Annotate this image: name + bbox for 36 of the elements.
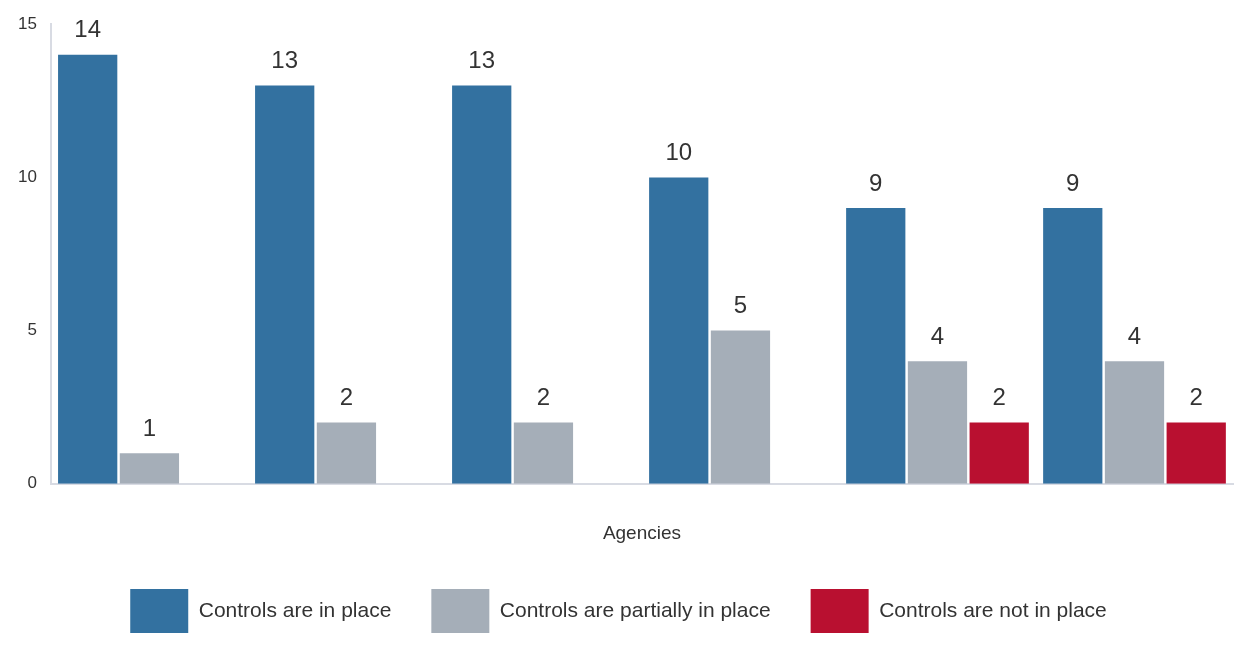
data-label: 2 (992, 383, 1006, 411)
y-tick-label: 5 (27, 320, 37, 340)
data-label: 4 (1127, 321, 1142, 349)
data-label: 9 (869, 168, 883, 196)
bar (452, 85, 512, 484)
data-label: 4 (930, 321, 945, 349)
data-label: 9 (1066, 168, 1080, 196)
bar (316, 422, 377, 484)
data-label: 2 (536, 383, 551, 411)
bar (710, 330, 771, 484)
bar (255, 85, 315, 484)
bar (119, 453, 180, 484)
y-tick-label: 0 (27, 473, 37, 493)
data-label: 2 (339, 383, 354, 411)
bar (58, 54, 118, 484)
bar (907, 361, 968, 484)
legend-label: Controls are not in place (879, 597, 1107, 621)
data-label: 5 (733, 291, 748, 319)
data-label: 2 (1189, 383, 1203, 411)
data-label: 14 (74, 15, 102, 43)
bar (513, 422, 574, 484)
bar (649, 177, 709, 484)
bar (1166, 422, 1226, 484)
data-label: 1 (142, 413, 157, 441)
bar (846, 208, 906, 484)
data-label: 13 (271, 46, 299, 74)
data-label: 13 (468, 46, 496, 74)
data-label: 10 (665, 138, 693, 166)
bar (969, 422, 1029, 484)
bar (1104, 361, 1165, 484)
legend-label: Controls are in place (198, 597, 392, 621)
bar (1043, 208, 1103, 484)
y-tick-label: 10 (17, 167, 37, 187)
legend-label: Controls are partially in place (499, 597, 771, 621)
x-axis-title: Agencies (602, 521, 682, 543)
y-tick-label: 15 (17, 13, 37, 33)
